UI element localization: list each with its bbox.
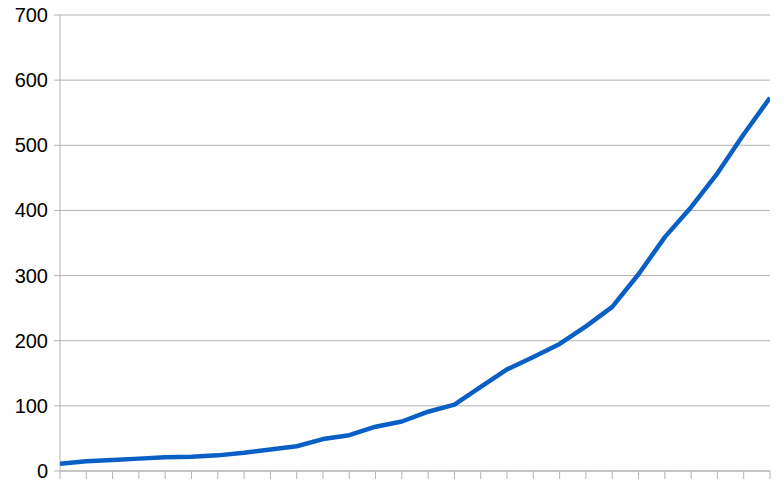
y-tick <box>54 340 60 341</box>
grid-line <box>60 15 770 16</box>
x-axis <box>60 471 770 472</box>
x-tick <box>349 471 350 479</box>
x-tick <box>454 471 455 479</box>
x-tick <box>533 471 534 479</box>
x-tick <box>244 471 245 479</box>
x-tick <box>559 471 560 479</box>
x-tick <box>638 471 639 479</box>
plot-area <box>60 98 770 464</box>
grid-line <box>60 145 770 146</box>
x-tick <box>401 471 402 479</box>
chart-container: 0 100 200 300 400 500 600 700 <box>0 0 784 493</box>
y-tick <box>54 405 60 406</box>
x-tick <box>507 471 508 479</box>
y-tick <box>54 145 60 146</box>
x-tick <box>717 471 718 479</box>
grid-line <box>60 275 770 276</box>
grid-line <box>60 405 770 406</box>
x-tick <box>112 471 113 479</box>
grid-line <box>60 340 770 341</box>
line-series <box>60 98 770 464</box>
y-tick-label: 500 <box>15 134 48 156</box>
x-tick <box>480 471 481 479</box>
y-tick <box>54 15 60 16</box>
x-tick <box>585 471 586 479</box>
y-tick <box>54 80 60 81</box>
x-tick <box>612 471 613 479</box>
chart-svg: 0 100 200 300 400 500 600 700 <box>0 0 784 493</box>
x-tick <box>770 471 771 479</box>
x-tick <box>270 471 271 479</box>
y-tick-label: 700 <box>15 4 48 26</box>
x-tick <box>664 471 665 479</box>
x-tick <box>375 471 376 479</box>
y-tick-label: 100 <box>15 395 48 417</box>
y-tick-label: 600 <box>15 69 48 91</box>
grid-line <box>60 471 770 472</box>
x-tick <box>322 471 323 479</box>
x-tick <box>191 471 192 479</box>
y-tick <box>54 471 60 472</box>
y-axis <box>60 15 61 471</box>
x-tick <box>743 471 744 479</box>
x-tick <box>138 471 139 479</box>
x-tick <box>428 471 429 479</box>
x-tick <box>165 471 166 479</box>
grid-line <box>60 80 770 81</box>
y-tick <box>54 275 60 276</box>
x-tick <box>691 471 692 479</box>
x-tick <box>86 471 87 479</box>
grid-line <box>60 210 770 211</box>
x-tick <box>296 471 297 479</box>
x-tick <box>217 471 218 479</box>
y-tick <box>54 210 60 211</box>
x-tick <box>60 471 61 479</box>
y-tick-label: 400 <box>15 199 48 221</box>
y-tick-label: 200 <box>15 330 48 352</box>
y-tick-label: 0 <box>37 460 48 482</box>
y-tick-label: 300 <box>15 265 48 287</box>
